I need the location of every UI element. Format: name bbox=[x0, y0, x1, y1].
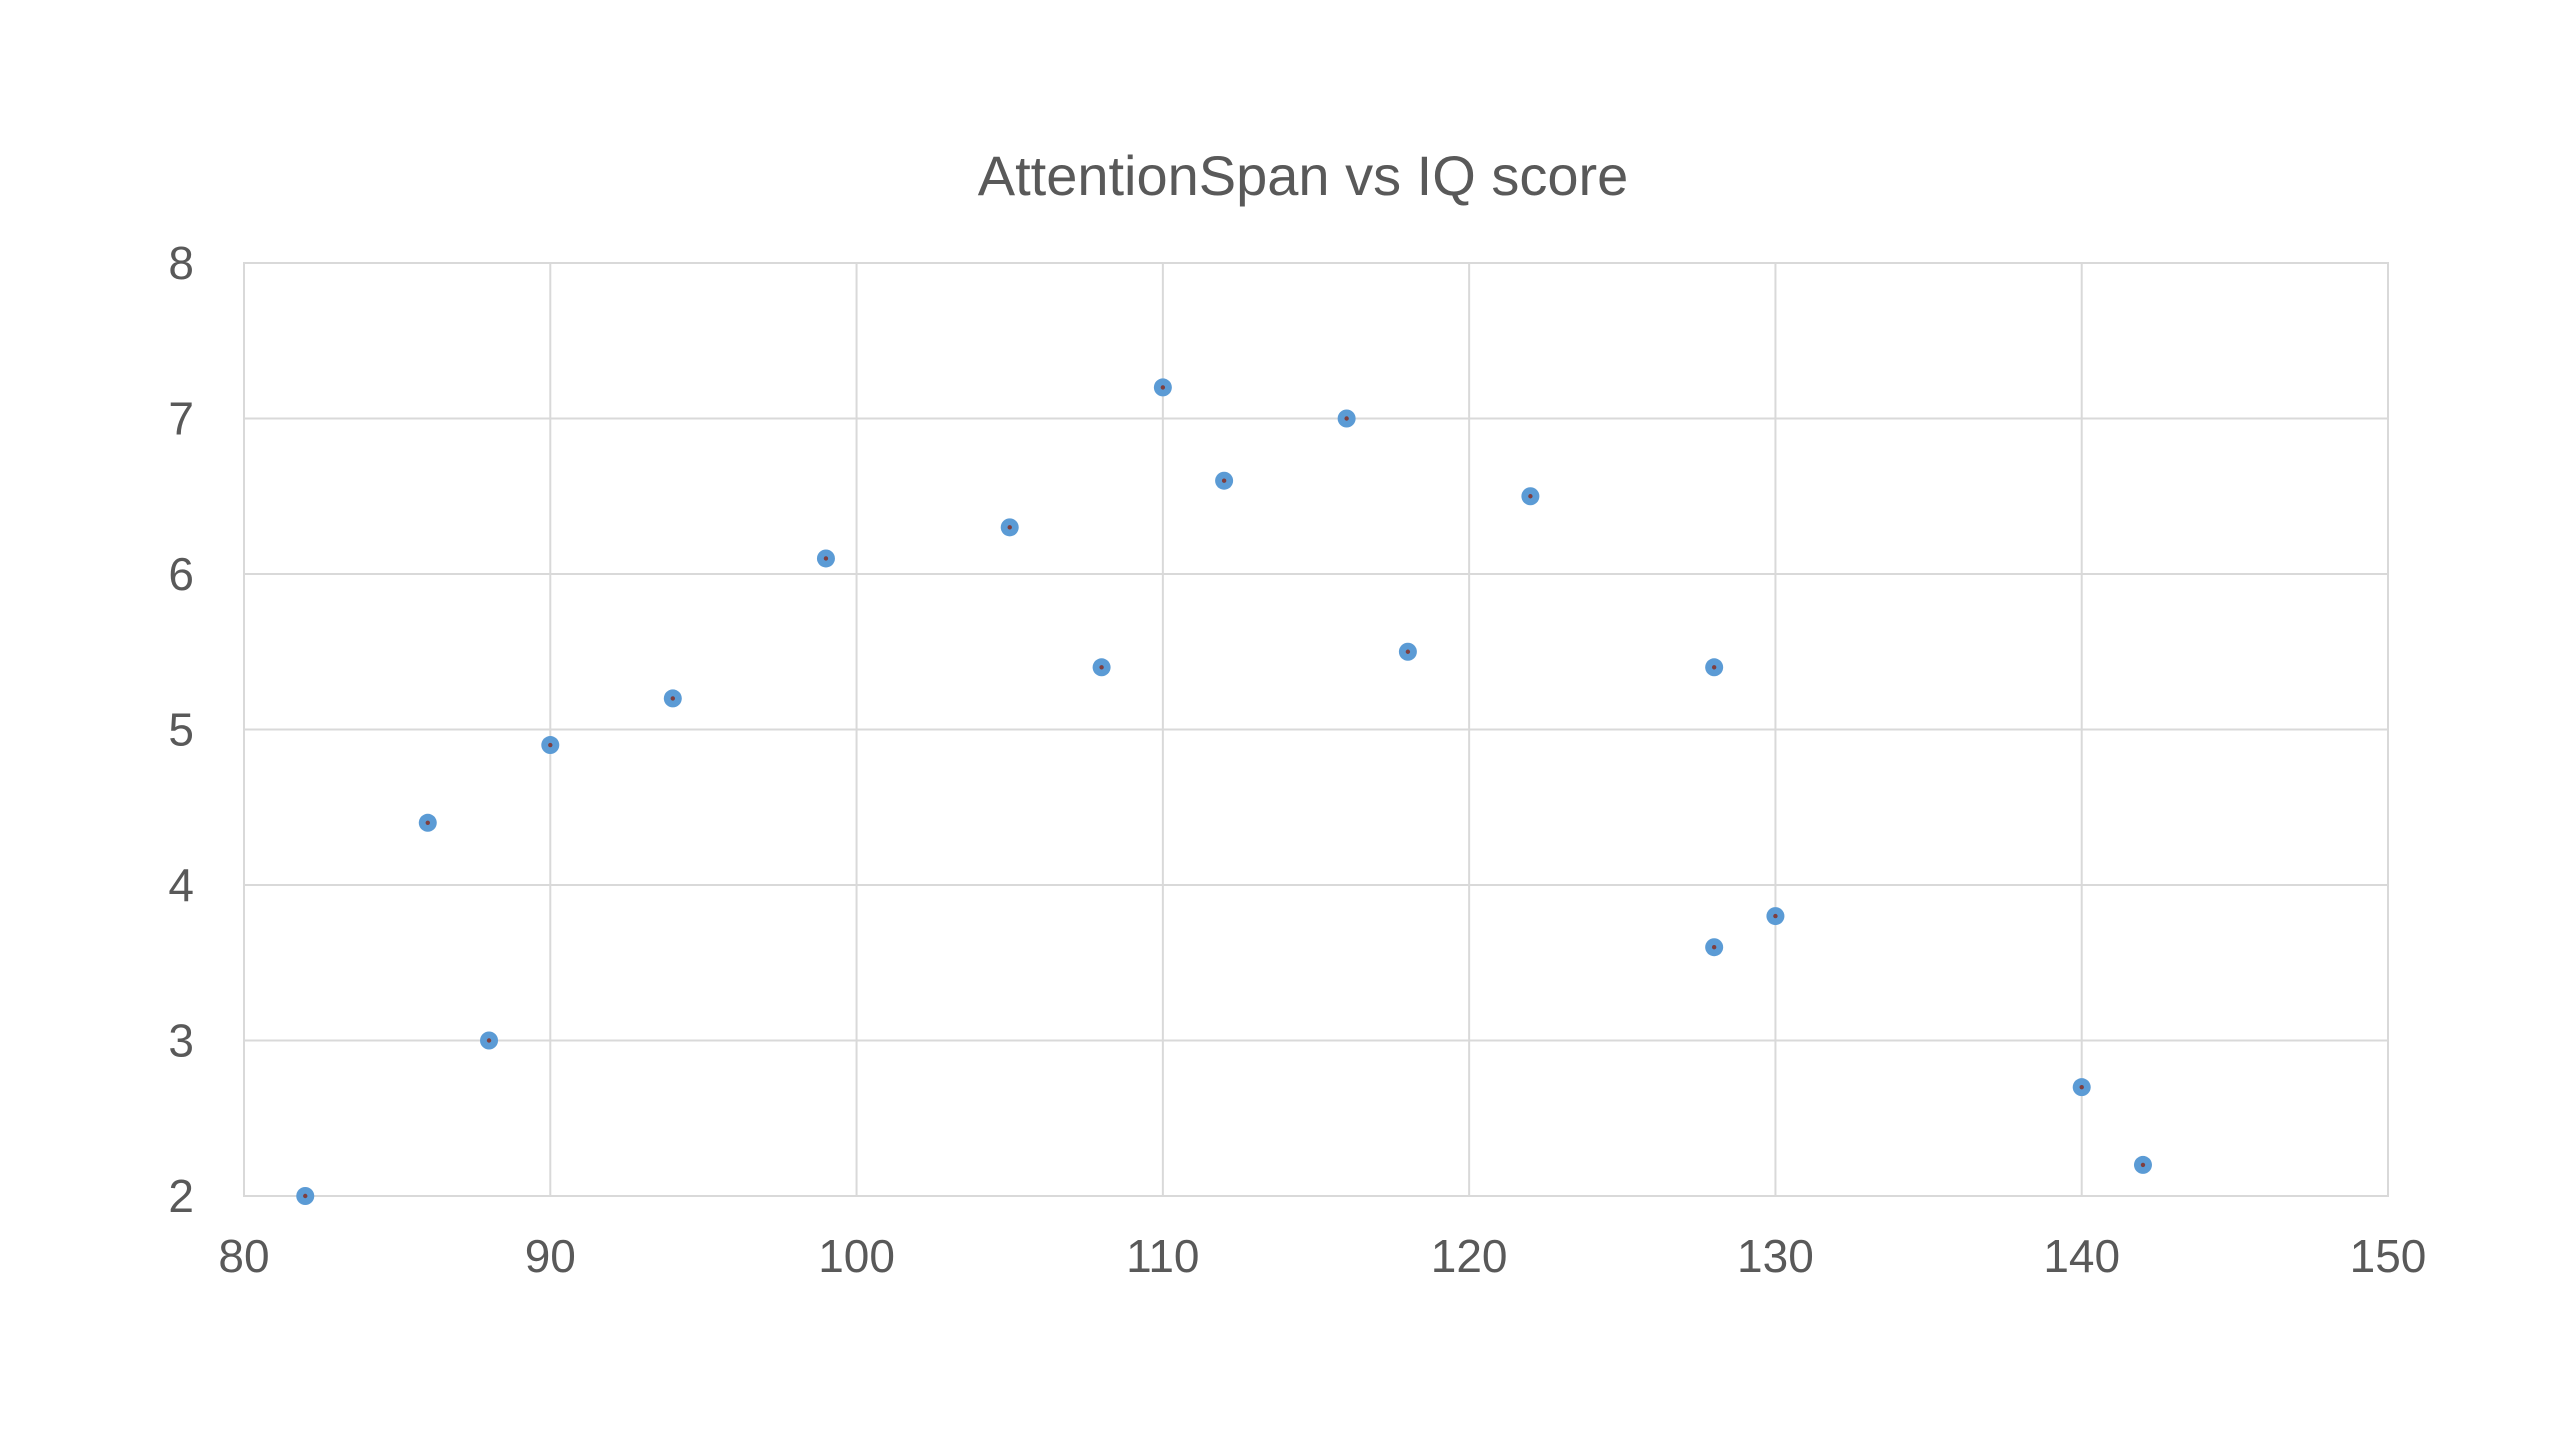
data-point bbox=[296, 1187, 315, 1205]
x-tick-label: 130 bbox=[1737, 1230, 1814, 1282]
data-point bbox=[480, 1031, 499, 1050]
data-point-center bbox=[1773, 913, 1778, 919]
data-point-center bbox=[1221, 478, 1227, 483]
data-point-center bbox=[303, 1193, 308, 1199]
grid-lines bbox=[243, 262, 2389, 1197]
data-point bbox=[816, 549, 835, 568]
data-point bbox=[663, 689, 682, 708]
data-point-center bbox=[1711, 945, 1717, 950]
data-point bbox=[2133, 1155, 2152, 1174]
data-point-center bbox=[1711, 665, 1717, 670]
data-point-center bbox=[1528, 494, 1533, 499]
data-point bbox=[2072, 1078, 2091, 1097]
data-point-center bbox=[548, 742, 553, 748]
data-point-center bbox=[1160, 385, 1166, 390]
x-axis-ticks: 80 90 100 110 120 130 140 150 bbox=[218, 1230, 2426, 1282]
y-tick-label: 6 bbox=[168, 548, 194, 600]
data-point-center bbox=[2079, 1084, 2084, 1090]
y-tick-label: 2 bbox=[168, 1170, 194, 1222]
data-points bbox=[296, 378, 2152, 1205]
data-point-center bbox=[1099, 665, 1104, 670]
data-point bbox=[1092, 658, 1111, 677]
data-point bbox=[1398, 642, 1417, 661]
x-tick-label: 140 bbox=[2043, 1230, 2120, 1282]
data-point bbox=[418, 813, 437, 832]
data-point-center bbox=[1405, 649, 1411, 654]
y-tick-label: 5 bbox=[168, 704, 194, 756]
data-point bbox=[1705, 658, 1724, 677]
data-point-center bbox=[670, 696, 675, 701]
x-tick-label: 110 bbox=[1126, 1230, 1199, 1282]
y-tick-label: 8 bbox=[168, 237, 194, 289]
plot-area bbox=[243, 262, 2389, 1197]
data-point-center bbox=[1344, 416, 1349, 421]
x-tick-label: 100 bbox=[818, 1230, 895, 1282]
y-tick-label: 4 bbox=[168, 859, 194, 911]
data-point-center bbox=[425, 820, 430, 825]
data-point bbox=[1153, 378, 1172, 397]
data-point bbox=[1337, 409, 1356, 428]
data-point bbox=[1000, 518, 1019, 537]
data-point bbox=[541, 736, 560, 755]
chart-title: AttentionSpan vs IQ score bbox=[978, 144, 1629, 207]
data-point-center bbox=[823, 556, 829, 561]
data-point-center bbox=[486, 1038, 492, 1043]
y-axis-ticks: 2 3 4 5 6 7 8 bbox=[168, 237, 194, 1222]
data-point bbox=[1215, 471, 1234, 490]
data-point bbox=[1766, 907, 1785, 926]
x-tick-label: 90 bbox=[525, 1230, 576, 1282]
x-tick-label: 120 bbox=[1431, 1230, 1508, 1282]
y-tick-label: 3 bbox=[168, 1015, 194, 1067]
x-tick-label: 80 bbox=[218, 1230, 269, 1282]
data-point-center bbox=[1007, 525, 1012, 530]
data-point bbox=[1521, 487, 1540, 506]
data-point bbox=[1705, 938, 1724, 957]
x-tick-label: 150 bbox=[2350, 1230, 2427, 1282]
data-point-center bbox=[2140, 1162, 2146, 1168]
y-tick-label: 7 bbox=[168, 393, 194, 445]
